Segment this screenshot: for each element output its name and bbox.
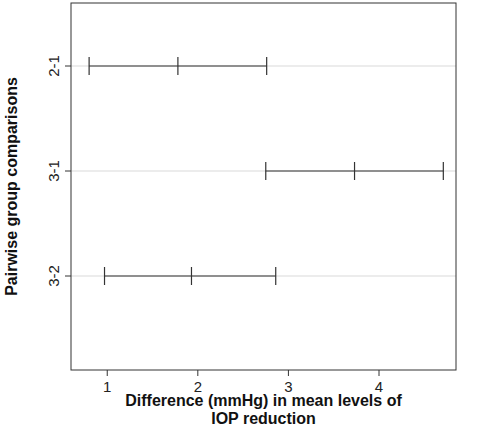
y-tick [65, 276, 71, 277]
upper-cap [275, 267, 276, 285]
x-tick [288, 370, 289, 376]
estimate-mark [177, 57, 178, 75]
x-tick [107, 370, 108, 376]
plot-frame [71, 3, 456, 370]
y-axis-title: Pairwise group comparisons [3, 77, 20, 296]
y-tick-label: 2-1 [45, 55, 62, 77]
x-axis-title-line: IOP reduction [211, 410, 316, 427]
y-tick-label: 3-2 [45, 265, 62, 287]
upper-cap [266, 57, 267, 75]
lower-cap [104, 267, 105, 285]
upper-cap [443, 162, 444, 180]
y-tick-label: 3-1 [45, 160, 62, 182]
x-axis-title: Difference (mmHg) in mean levels ofIOP r… [125, 392, 402, 427]
lower-cap [89, 57, 90, 75]
y-tick [65, 171, 71, 172]
chart: 12342-13-13-2Pairwise group comparisonsD… [0, 0, 500, 427]
grid-line [71, 171, 456, 172]
y-tick [65, 66, 71, 67]
estimate-mark [191, 267, 192, 285]
x-tick-label: 1 [103, 378, 111, 395]
intervals [89, 57, 443, 285]
grid-line [71, 276, 456, 277]
lower-cap [265, 162, 266, 180]
x-tick [379, 370, 380, 376]
x-axis-title-line: Difference (mmHg) in mean levels of [125, 392, 402, 409]
interval-line [105, 275, 276, 276]
estimate-mark [354, 162, 355, 180]
x-tick [197, 370, 198, 376]
grid-line [71, 66, 456, 67]
